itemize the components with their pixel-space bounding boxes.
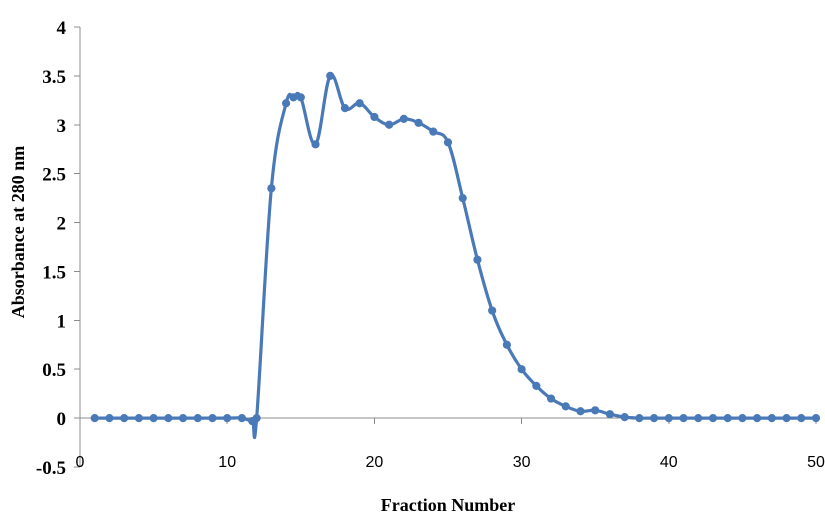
data-point bbox=[561, 402, 570, 411]
data-point bbox=[281, 99, 291, 108]
data-point bbox=[517, 365, 526, 374]
series-layer bbox=[90, 71, 821, 439]
y-tick-label: 2.5 bbox=[42, 165, 66, 186]
data-point bbox=[649, 414, 659, 423]
data-point bbox=[355, 99, 364, 108]
data-point bbox=[708, 414, 718, 423]
data-point bbox=[289, 93, 298, 102]
x-axis-title: Fraction Number bbox=[381, 495, 515, 515]
data-point bbox=[797, 414, 806, 423]
data-point bbox=[105, 414, 114, 423]
data-point bbox=[546, 394, 556, 403]
data-point bbox=[296, 93, 305, 102]
data-point bbox=[811, 414, 821, 423]
data-point bbox=[782, 414, 791, 423]
x-tick-label: 40 bbox=[660, 454, 678, 471]
data-point bbox=[149, 414, 158, 423]
x-tick-label: 50 bbox=[807, 454, 825, 471]
x-tick-label: 0 bbox=[76, 454, 85, 471]
data-point bbox=[591, 406, 600, 415]
data-point bbox=[311, 140, 320, 149]
y-tick-label: 4 bbox=[57, 18, 67, 39]
data-point bbox=[502, 340, 511, 349]
data-point bbox=[753, 414, 762, 423]
data-point bbox=[620, 413, 629, 422]
data-point bbox=[458, 194, 467, 203]
y-tick-label: 1 bbox=[57, 311, 67, 332]
data-point bbox=[90, 414, 99, 423]
ticks-layer: -0.500.511.522.533.540 10 20 30 40 50 bbox=[36, 18, 825, 479]
y-tick-label: 1.5 bbox=[42, 262, 66, 283]
y-tick-label: 3.5 bbox=[42, 67, 66, 88]
data-point bbox=[370, 112, 379, 122]
data-point bbox=[664, 414, 673, 423]
y-axis-title: Absorbance at 280 nm bbox=[8, 146, 28, 319]
y-tick-label: 0 bbox=[57, 409, 67, 430]
data-point bbox=[767, 414, 776, 423]
data-point bbox=[723, 414, 732, 423]
data-point bbox=[178, 414, 188, 423]
series-line bbox=[93, 73, 818, 439]
data-point bbox=[164, 414, 173, 423]
data-point bbox=[429, 127, 438, 136]
y-tick-label: 0.5 bbox=[42, 360, 66, 381]
data-point bbox=[120, 414, 129, 423]
data-point bbox=[193, 414, 202, 423]
data-point bbox=[576, 407, 585, 416]
data-point bbox=[385, 120, 394, 129]
data-point bbox=[326, 71, 335, 80]
x-tick-label: 20 bbox=[366, 454, 384, 471]
data-point bbox=[237, 414, 247, 423]
data-point bbox=[340, 104, 350, 113]
data-point bbox=[679, 414, 688, 423]
x-tick-label: 10 bbox=[218, 454, 236, 471]
data-point bbox=[635, 414, 644, 423]
data-point bbox=[252, 414, 261, 423]
data-point bbox=[488, 306, 497, 315]
data-point bbox=[399, 114, 408, 124]
data-point bbox=[267, 184, 276, 193]
data-point bbox=[134, 414, 143, 423]
data-point bbox=[414, 118, 423, 127]
data-point bbox=[208, 414, 217, 423]
y-tick-label: 2 bbox=[57, 214, 67, 235]
data-point bbox=[473, 255, 482, 264]
data-point bbox=[605, 410, 615, 419]
data-point bbox=[694, 414, 703, 423]
y-tick-label: 3 bbox=[57, 116, 67, 137]
axes-layer bbox=[79, 27, 816, 467]
data-point bbox=[443, 138, 453, 147]
data-point bbox=[532, 381, 541, 390]
data-point bbox=[223, 414, 232, 423]
x-tick-label: 30 bbox=[513, 454, 531, 471]
data-point bbox=[738, 414, 747, 423]
y-tick-label: -0.5 bbox=[36, 458, 66, 479]
